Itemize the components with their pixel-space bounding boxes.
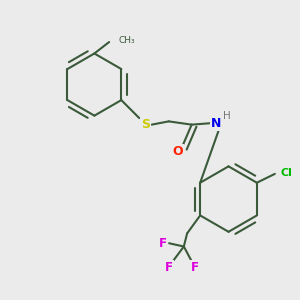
Text: N: N bbox=[211, 116, 221, 130]
Text: F: F bbox=[165, 261, 173, 274]
Text: H: H bbox=[223, 111, 230, 121]
Text: O: O bbox=[172, 145, 183, 158]
Text: F: F bbox=[191, 261, 199, 274]
Text: F: F bbox=[159, 237, 167, 250]
Text: Cl: Cl bbox=[280, 168, 292, 178]
Text: S: S bbox=[141, 118, 150, 131]
Text: CH₃: CH₃ bbox=[118, 36, 135, 45]
